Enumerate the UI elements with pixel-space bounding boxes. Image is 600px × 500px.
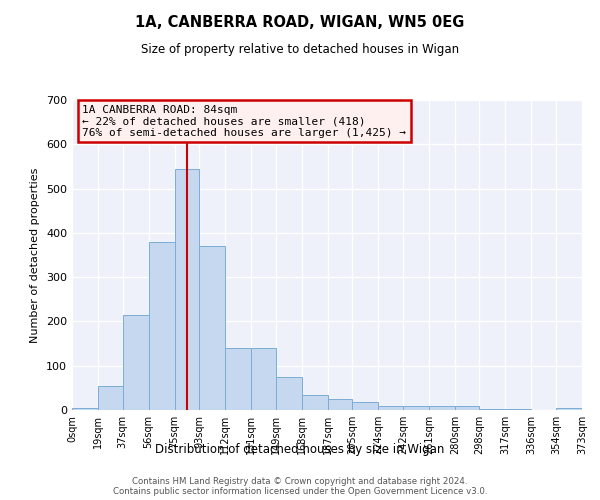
Bar — [149, 242, 175, 410]
Y-axis label: Number of detached properties: Number of detached properties — [31, 168, 40, 342]
Bar — [455, 406, 479, 410]
Bar — [225, 348, 251, 410]
Bar — [556, 408, 582, 410]
Text: Distribution of detached houses by size in Wigan: Distribution of detached houses by size … — [155, 442, 445, 456]
Bar — [72, 408, 98, 410]
Text: 1A, CANBERRA ROAD, WIGAN, WN5 0EG: 1A, CANBERRA ROAD, WIGAN, WN5 0EG — [136, 15, 464, 30]
Bar — [352, 402, 378, 410]
Bar — [276, 377, 302, 410]
Bar — [122, 315, 149, 410]
Text: Contains public sector information licensed under the Open Government Licence v3: Contains public sector information licen… — [113, 488, 487, 496]
Bar — [403, 406, 429, 410]
Bar — [98, 386, 122, 410]
Bar — [328, 399, 352, 410]
Bar — [429, 406, 455, 410]
Bar — [378, 406, 403, 410]
Text: 1A CANBERRA ROAD: 84sqm
← 22% of detached houses are smaller (418)
76% of semi-d: 1A CANBERRA ROAD: 84sqm ← 22% of detache… — [82, 104, 406, 138]
Bar — [479, 408, 505, 410]
Bar — [175, 168, 199, 410]
Bar — [199, 246, 225, 410]
Bar — [302, 394, 328, 410]
Bar — [505, 408, 532, 410]
Text: Size of property relative to detached houses in Wigan: Size of property relative to detached ho… — [141, 42, 459, 56]
Bar — [251, 348, 276, 410]
Text: Contains HM Land Registry data © Crown copyright and database right 2024.: Contains HM Land Registry data © Crown c… — [132, 478, 468, 486]
